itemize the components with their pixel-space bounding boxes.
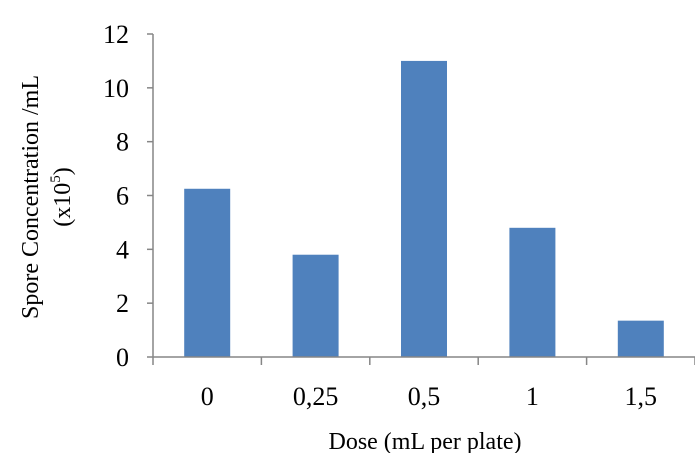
bar-0-5 (401, 60, 447, 358)
y-tick-label: 0 (116, 343, 129, 372)
bar-0 (184, 188, 231, 357)
x-axis-title: Dose (mL per plate) (328, 429, 521, 453)
y-axis-title-line1: Spore Concentration /mL (18, 75, 44, 319)
bar-1 (509, 227, 556, 357)
y-axis-title: Spore Concentration /mL (x105) (18, 75, 76, 319)
y-axis-ticks: 0 2 4 6 8 10 12 (103, 20, 129, 372)
y-tick-label: 6 (116, 182, 129, 211)
y-tick-label: 12 (103, 20, 129, 49)
y-tick-label: 2 (116, 289, 129, 318)
x-tick-label: 0,25 (293, 382, 339, 411)
x-axis-ticks: 0 0,25 0,5 1 1,5 (201, 382, 657, 411)
axes (147, 33, 695, 365)
y-axis-title-prefix: (x10 (50, 183, 76, 227)
y-axis-title-exponent: 5 (48, 175, 64, 183)
x-tick-label: 1,5 (625, 382, 658, 411)
bar-1-5 (617, 320, 664, 357)
y-tick-label: 8 (116, 128, 129, 157)
bars (184, 60, 664, 358)
bar-0-25 (292, 254, 339, 357)
x-tick-label: 0 (201, 382, 214, 411)
y-axis-title-suffix: ) (50, 167, 76, 175)
y-tick-label: 4 (116, 235, 129, 264)
y-axis-title-line2: (x105) (48, 167, 76, 227)
x-tick-label: 1 (526, 382, 539, 411)
x-tick-label: 0,5 (408, 382, 441, 411)
y-tick-label: 10 (103, 74, 129, 103)
